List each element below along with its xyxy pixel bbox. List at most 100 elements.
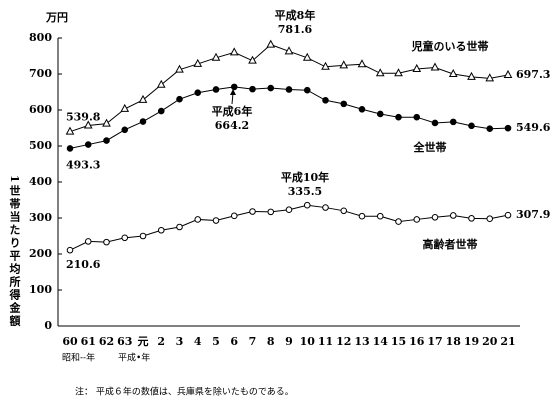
y-tick-label: 600 — [29, 103, 52, 116]
marker — [194, 89, 202, 97]
marker — [267, 208, 275, 216]
value-label: 549.6 — [516, 121, 550, 134]
annotation: 平成10年 — [281, 170, 329, 184]
marker — [486, 215, 494, 223]
marker — [156, 79, 166, 88]
value-label: 697.3 — [516, 68, 550, 81]
marker — [449, 118, 457, 126]
marker — [395, 218, 402, 225]
marker — [504, 211, 512, 219]
marker — [103, 137, 110, 144]
marker — [230, 83, 238, 91]
marker — [285, 86, 293, 93]
y-tick-label: 500 — [29, 139, 52, 152]
annotation-value: 781.6 — [278, 23, 313, 36]
x-tick-label: 63 — [117, 335, 132, 348]
marker — [431, 119, 439, 127]
marker — [468, 215, 475, 222]
marker — [358, 105, 366, 113]
x-tick-label: 8 — [267, 335, 275, 348]
marker — [376, 110, 384, 118]
marker — [321, 61, 330, 70]
marker — [485, 73, 495, 82]
marker — [84, 141, 92, 148]
y-tick-label: 200 — [29, 247, 52, 260]
value-label: 210.6 — [66, 258, 101, 271]
marker — [229, 47, 239, 56]
x-tick-label: 4 — [194, 335, 202, 348]
marker — [412, 63, 422, 72]
marker — [175, 64, 184, 73]
marker — [303, 86, 311, 94]
marker — [322, 204, 329, 211]
x-tick-label: 62 — [99, 335, 114, 348]
marker — [394, 68, 403, 77]
marker — [357, 59, 367, 68]
x-tick-label: 11 — [318, 335, 333, 348]
x-tick-label: 13 — [354, 335, 369, 348]
annotation-value: 664.2 — [215, 119, 249, 132]
marker — [322, 96, 329, 104]
marker — [266, 39, 276, 48]
marker — [102, 118, 111, 127]
annotation: 平成8年 — [275, 8, 316, 22]
x-tick-label: 9 — [285, 335, 293, 348]
x-tick-label: 12 — [336, 335, 351, 348]
marker — [230, 212, 238, 220]
marker — [503, 69, 513, 78]
marker — [468, 122, 475, 130]
marker — [340, 100, 348, 108]
x-tick-label: 16 — [409, 335, 425, 348]
y-tick-label: 0 — [44, 319, 52, 332]
marker — [139, 118, 147, 125]
marker — [267, 84, 275, 92]
marker — [194, 216, 202, 223]
x-tick-label: 2 — [157, 335, 165, 348]
marker — [467, 71, 476, 80]
x-tick-label: 21 — [500, 335, 515, 348]
marker — [212, 217, 220, 224]
x-tick-label: 20 — [482, 335, 498, 348]
marker — [413, 113, 421, 121]
marker — [84, 238, 92, 245]
marker — [139, 232, 147, 240]
marker — [248, 55, 257, 64]
unit: 万円 — [45, 11, 68, 24]
marker — [486, 125, 494, 133]
marker — [431, 213, 439, 221]
marker — [121, 126, 129, 134]
marker — [339, 60, 349, 69]
marker — [121, 234, 129, 242]
marker — [285, 206, 293, 214]
x-tick-label: 17 — [427, 335, 442, 348]
marker — [284, 46, 294, 55]
marker — [211, 52, 221, 61]
marker — [504, 124, 512, 132]
annotation: 平成6年 — [212, 104, 253, 118]
marker — [249, 85, 256, 93]
x-tick-label: 60 — [62, 335, 78, 348]
x-tick-label: 18 — [446, 335, 462, 348]
marker — [65, 126, 75, 135]
marker — [212, 86, 220, 93]
marker — [103, 238, 110, 246]
y-tick-label: 800 — [29, 31, 52, 44]
x-tick-label: 7 — [249, 335, 257, 348]
x-tick-label: 5 — [212, 335, 220, 348]
marker — [395, 113, 402, 121]
y-axis-label: 1世帯当たり平均所得金額 — [8, 175, 22, 328]
marker — [249, 208, 256, 215]
x-tick-label: 6 — [230, 335, 238, 348]
x-sublabel: 平成•年 — [118, 352, 150, 364]
series-label: 高齢者世帯 — [423, 237, 478, 251]
marker — [358, 212, 366, 220]
x-tick-label: 19 — [464, 335, 479, 348]
x-tick-label: 61 — [81, 335, 96, 348]
value-label: 539.8 — [66, 111, 101, 124]
marker — [157, 226, 165, 234]
marker — [302, 52, 312, 61]
annotation-value: 335.5 — [288, 185, 322, 198]
marker — [340, 207, 348, 215]
marker — [66, 246, 74, 254]
